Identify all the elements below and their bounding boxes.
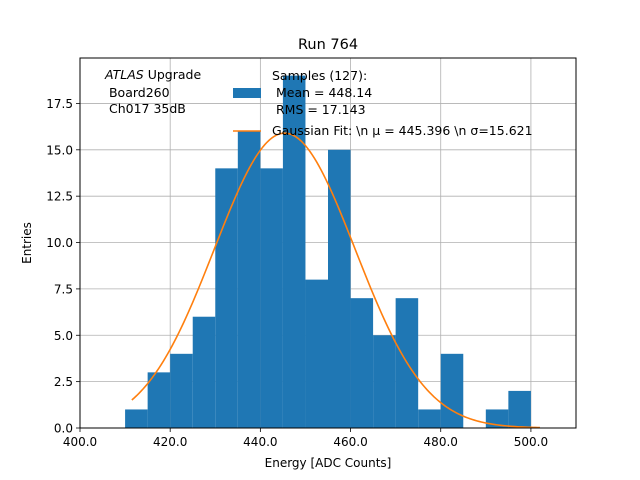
x-axis-label: Energy [ADC Counts] (265, 456, 392, 470)
x-tick-label: 400.0 (63, 435, 97, 449)
histogram-bar (373, 335, 396, 428)
plot-frame (79, 57, 577, 429)
x-tick-label: 420.0 (153, 435, 187, 449)
y-axis-ticks: 0.0 2.5 5.0 7.5 10.0 12.5 15.0 17.5 (46, 97, 80, 436)
legend: Samples (127): Mean = 448.14 RMS = 17.14… (233, 68, 533, 138)
annotation-line-2: Board260 (105, 85, 170, 100)
histogram-bar (305, 279, 328, 428)
y-tick-label: 0.0 (54, 422, 73, 436)
gaussian-fit-line (131, 132, 540, 429)
y-tick-label: 5.0 (54, 329, 73, 343)
histogram-bars (125, 75, 531, 428)
histogram-bar (192, 316, 216, 428)
legend-hist-swatch (233, 88, 261, 98)
chart-title: Run 764 (298, 37, 358, 53)
histogram-bar (170, 353, 193, 428)
y-tick-label: 10.0 (46, 236, 73, 250)
histogram-bar (440, 353, 464, 428)
x-tick-label: 460.0 (333, 435, 367, 449)
histogram-bar (418, 409, 441, 428)
x-axis-ticks: 400.0 420.0 440.0 460.0 480.0 500.0 (63, 428, 548, 449)
annotation-atlas: ATLAS (104, 67, 144, 82)
atlas-annotation: ATLAS Upgrade Board260 Ch017 35dB (104, 67, 201, 116)
annotation-line-3: Ch017 35dB (105, 101, 186, 116)
histogram-bar (125, 409, 148, 428)
histogram-bar (260, 168, 283, 428)
legend-hist-line-3: RMS = 17.143 (272, 102, 366, 117)
histogram-bar (215, 168, 238, 428)
histogram-bar (147, 372, 171, 428)
y-tick-label: 2.5 (54, 375, 73, 389)
legend-hist-line-2: Mean = 448.14 (272, 85, 372, 100)
annotation-line-1: ATLAS Upgrade (104, 67, 201, 82)
histogram-bar (282, 75, 306, 428)
legend-fit-label: Gaussian Fit: \n μ = 445.396 \n σ=15.621 (272, 123, 533, 138)
x-tick-label: 440.0 (243, 435, 277, 449)
histogram-bar (350, 298, 374, 428)
annotation-upgrade: Upgrade (144, 67, 202, 82)
gaussian-fit (131, 132, 540, 429)
y-tick-label: 15.0 (46, 143, 73, 157)
histogram-bar (508, 390, 531, 428)
y-axis-label: Entries (20, 222, 34, 264)
legend-hist-line-1: Samples (127): (272, 68, 367, 83)
y-tick-label: 12.5 (46, 190, 73, 204)
histogram-bar (328, 149, 351, 428)
x-tick-label: 480.0 (424, 435, 458, 449)
y-tick-label: 7.5 (54, 282, 73, 296)
x-tick-label: 500.0 (514, 435, 548, 449)
y-tick-label: 17.5 (46, 97, 73, 111)
histogram-bar (237, 131, 261, 428)
